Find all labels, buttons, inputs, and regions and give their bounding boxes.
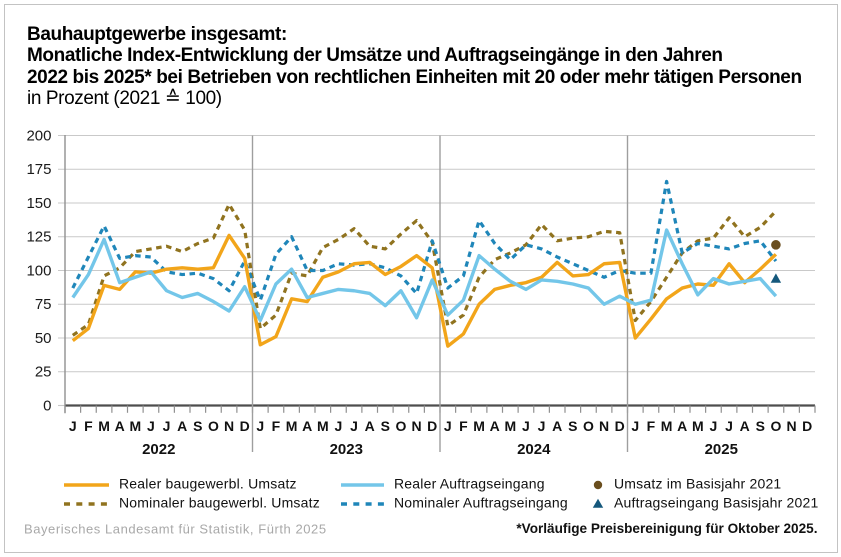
- svg-text:F: F: [647, 418, 656, 434]
- svg-text:N: N: [786, 418, 796, 434]
- svg-text:Realer Auftragseingang: Realer Auftragseingang: [394, 476, 545, 492]
- svg-text:J: J: [725, 418, 733, 434]
- svg-text:D: D: [802, 418, 812, 434]
- svg-text:S: S: [381, 418, 390, 434]
- svg-text:S: S: [568, 418, 577, 434]
- svg-text:J: J: [538, 418, 546, 434]
- svg-text:O: O: [208, 418, 219, 434]
- svg-text:2025: 2025: [705, 441, 738, 458]
- svg-text:F: F: [272, 418, 281, 434]
- svg-text:S: S: [193, 418, 202, 434]
- svg-text:J: J: [350, 418, 358, 434]
- svg-text:A: A: [677, 418, 687, 434]
- svg-text:Bayerisches Landesamt für Stat: Bayerisches Landesamt für Statistik, Für…: [24, 522, 327, 537]
- svg-text:Nominaler Auftragseingang: Nominaler Auftragseingang: [394, 495, 568, 511]
- svg-text:J: J: [444, 418, 452, 434]
- svg-text:100: 100: [26, 262, 51, 279]
- svg-text:2024: 2024: [517, 441, 551, 458]
- svg-text:S: S: [756, 418, 765, 434]
- svg-text:O: O: [395, 418, 406, 434]
- svg-text:75: 75: [35, 296, 52, 313]
- svg-text:M: M: [98, 418, 110, 434]
- svg-text:M: M: [692, 418, 704, 434]
- svg-text:M: M: [317, 418, 329, 434]
- svg-text:F: F: [84, 418, 93, 434]
- svg-text:J: J: [522, 418, 530, 434]
- svg-text:M: M: [286, 418, 298, 434]
- svg-text:O: O: [583, 418, 594, 434]
- svg-text:2023: 2023: [330, 441, 363, 458]
- svg-text:25: 25: [35, 364, 52, 381]
- svg-text:J: J: [710, 418, 718, 434]
- svg-text:A: A: [115, 418, 125, 434]
- svg-text:J: J: [335, 418, 343, 434]
- svg-text:D: D: [240, 418, 250, 434]
- svg-text:A: A: [490, 418, 500, 434]
- svg-text:Realer baugewerbl. Umsatz: Realer baugewerbl. Umsatz: [119, 476, 297, 492]
- svg-text:*Vorläufige Preisbereinigung f: *Vorläufige Preisbereinigung für Oktober…: [516, 521, 817, 536]
- svg-text:D: D: [427, 418, 437, 434]
- svg-text:M: M: [129, 418, 141, 434]
- svg-text:2022: 2022: [142, 441, 175, 458]
- svg-text:A: A: [302, 418, 312, 434]
- svg-text:N: N: [411, 418, 421, 434]
- svg-text:M: M: [504, 418, 516, 434]
- svg-text:J: J: [69, 418, 77, 434]
- svg-text:200: 200: [26, 127, 51, 144]
- svg-text:J: J: [256, 418, 264, 434]
- svg-text:J: J: [147, 418, 155, 434]
- svg-text:N: N: [599, 418, 609, 434]
- svg-text:150: 150: [26, 195, 51, 212]
- svg-text:M: M: [661, 418, 673, 434]
- svg-text:Umsatz im Basisjahr 2021: Umsatz im Basisjahr 2021: [614, 476, 781, 492]
- svg-text:A: A: [365, 418, 375, 434]
- svg-text:A: A: [740, 418, 750, 434]
- svg-text:F: F: [459, 418, 468, 434]
- svg-text:125: 125: [26, 229, 51, 246]
- svg-text:175: 175: [26, 161, 51, 178]
- svg-text:Nominaler baugewerbl. Umsatz: Nominaler baugewerbl. Umsatz: [119, 495, 320, 511]
- svg-text:0: 0: [43, 397, 51, 414]
- svg-text:J: J: [631, 418, 639, 434]
- svg-text:Auftragseingang Basisjahr 2021: Auftragseingang Basisjahr 2021: [614, 495, 818, 511]
- svg-text:A: A: [177, 418, 187, 434]
- svg-text:M: M: [473, 418, 485, 434]
- svg-text:N: N: [224, 418, 234, 434]
- svg-text:O: O: [770, 418, 781, 434]
- svg-text:J: J: [163, 418, 171, 434]
- svg-text:50: 50: [35, 330, 52, 347]
- svg-text:A: A: [552, 418, 562, 434]
- svg-text:D: D: [615, 418, 625, 434]
